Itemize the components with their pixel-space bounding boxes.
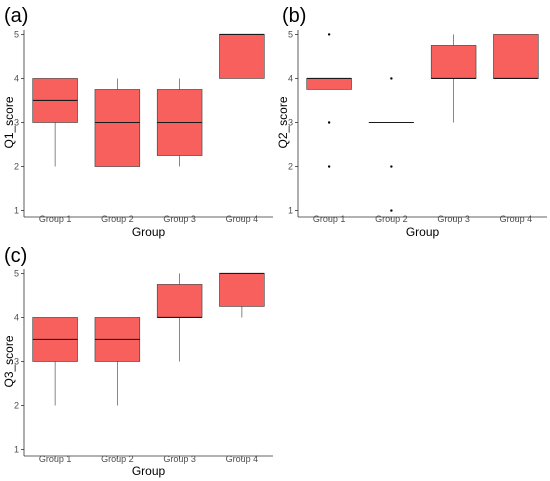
y-tick-label: 4 bbox=[14, 73, 19, 83]
box-body bbox=[219, 34, 265, 79]
outlier-point bbox=[327, 33, 331, 36]
box-3 bbox=[156, 273, 203, 362]
outlier-point bbox=[390, 165, 393, 168]
chart-panel-2: (b) 1 2 3 4 5 Group 1 Group 2 Group 3 Group 4 Grou… bbox=[276, 5, 547, 239]
y-axis-title: Q2_score bbox=[276, 96, 290, 148]
y-tick-label: 2 bbox=[288, 162, 293, 172]
box-4 bbox=[493, 34, 539, 80]
y-axis-title: Q1_score bbox=[2, 96, 16, 148]
y-tick-label: 5 bbox=[14, 29, 19, 39]
x-tick-label: Group 4 bbox=[500, 214, 533, 224]
box-body bbox=[306, 78, 352, 90]
outlier-point bbox=[390, 77, 393, 80]
x-tick-label: Group 1 bbox=[39, 214, 72, 224]
x-tick-label: Group 3 bbox=[163, 214, 196, 224]
x-axis-title: Group bbox=[132, 225, 166, 239]
panel-label: (a) bbox=[4, 5, 28, 27]
panel-label: (b) bbox=[282, 5, 306, 27]
x-tick-label: Group 4 bbox=[226, 454, 259, 464]
box-body bbox=[219, 273, 265, 307]
x-tick-label: Group 3 bbox=[163, 454, 196, 464]
y-tick-label: 5 bbox=[288, 29, 293, 39]
box-1 bbox=[306, 33, 352, 168]
x-tick-label: Group 2 bbox=[375, 214, 408, 224]
y-tick-label: 1 bbox=[14, 445, 19, 455]
y-tick-label: 3 bbox=[14, 357, 19, 367]
y-tick-label: 5 bbox=[14, 268, 19, 278]
box-2 bbox=[368, 77, 415, 212]
y-tick-label: 1 bbox=[288, 206, 293, 216]
box-4 bbox=[219, 272, 265, 318]
y-axis-title: Q3_score bbox=[2, 335, 16, 387]
x-tick-label: Group 1 bbox=[313, 214, 346, 224]
box-1 bbox=[32, 317, 78, 406]
box-body bbox=[430, 45, 477, 79]
box-2 bbox=[94, 78, 141, 167]
outlier-point bbox=[390, 209, 393, 212]
x-tick-label: Group 4 bbox=[226, 214, 259, 224]
chart-panel-1: (a) 1 2 3 4 5 Group 1 Group 2 Group 3 Group 4 Grou… bbox=[2, 5, 273, 239]
box-body bbox=[493, 34, 539, 79]
x-tick-label: Group 2 bbox=[101, 214, 134, 224]
x-axis-title: Group bbox=[132, 464, 166, 478]
box-3 bbox=[430, 34, 477, 123]
x-tick-label: Group 2 bbox=[101, 454, 134, 464]
outlier-point bbox=[327, 165, 331, 168]
box-body bbox=[156, 284, 203, 318]
y-tick-label: 3 bbox=[14, 118, 19, 128]
box-body bbox=[94, 89, 141, 167]
panel-label: (c) bbox=[4, 245, 27, 267]
box-1 bbox=[32, 78, 78, 167]
outlier-point bbox=[327, 121, 331, 124]
y-tick-label: 3 bbox=[288, 118, 293, 128]
chart-panel-3: (c) 1 2 3 4 5 Group 1 Group 2 Group 3 Group 4 Grou… bbox=[2, 245, 273, 478]
box-4 bbox=[219, 33, 265, 79]
box-2 bbox=[94, 317, 141, 406]
x-tick-label: Group 1 bbox=[39, 454, 72, 464]
box-3 bbox=[156, 78, 203, 167]
x-tick-label: Group 3 bbox=[437, 214, 470, 224]
x-axis-title: Group bbox=[406, 225, 440, 239]
y-tick-label: 1 bbox=[14, 206, 19, 216]
y-tick-label: 4 bbox=[288, 73, 293, 83]
y-tick-label: 4 bbox=[14, 312, 19, 322]
y-tick-label: 2 bbox=[14, 162, 19, 172]
y-tick-label: 2 bbox=[14, 401, 19, 411]
